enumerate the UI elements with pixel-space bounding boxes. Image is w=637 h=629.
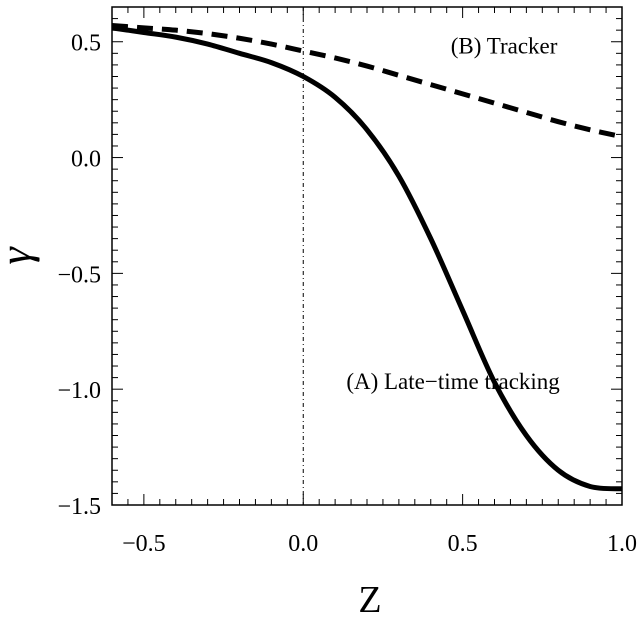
x-axis-label: Z — [358, 579, 381, 621]
series-layer — [111, 23, 623, 492]
tick-marks — [111, 6, 623, 506]
y-tick-label: 0.0 — [71, 147, 101, 173]
y-tick-label: −1.0 — [57, 378, 101, 404]
annotation-late-time-tracking: (A) Late−time tracking — [346, 369, 560, 394]
x-tick-labels: −0.5 0.0 0.5 1.0 — [122, 531, 637, 557]
y-tick-labels: 0.5 0.0 −0.5 −1.0 −1.5 — [57, 31, 101, 520]
series-late-time-tracking-line — [111, 25, 623, 492]
x-tick-label: 1.0 — [607, 531, 637, 557]
x-tick-label: 0.0 — [288, 531, 318, 557]
y-tick-label: −0.5 — [57, 262, 101, 288]
series-tracker-line — [111, 23, 623, 140]
y-tick-label: −1.5 — [57, 494, 101, 520]
annotation-tracker: (B) Tracker — [451, 33, 558, 58]
y-tick-label: 0.5 — [71, 31, 101, 57]
x-tick-label: 0.5 — [448, 531, 478, 557]
plot-frame — [111, 6, 623, 506]
x-tick-label: −0.5 — [122, 531, 166, 557]
y-axis-label: γ — [0, 246, 40, 265]
